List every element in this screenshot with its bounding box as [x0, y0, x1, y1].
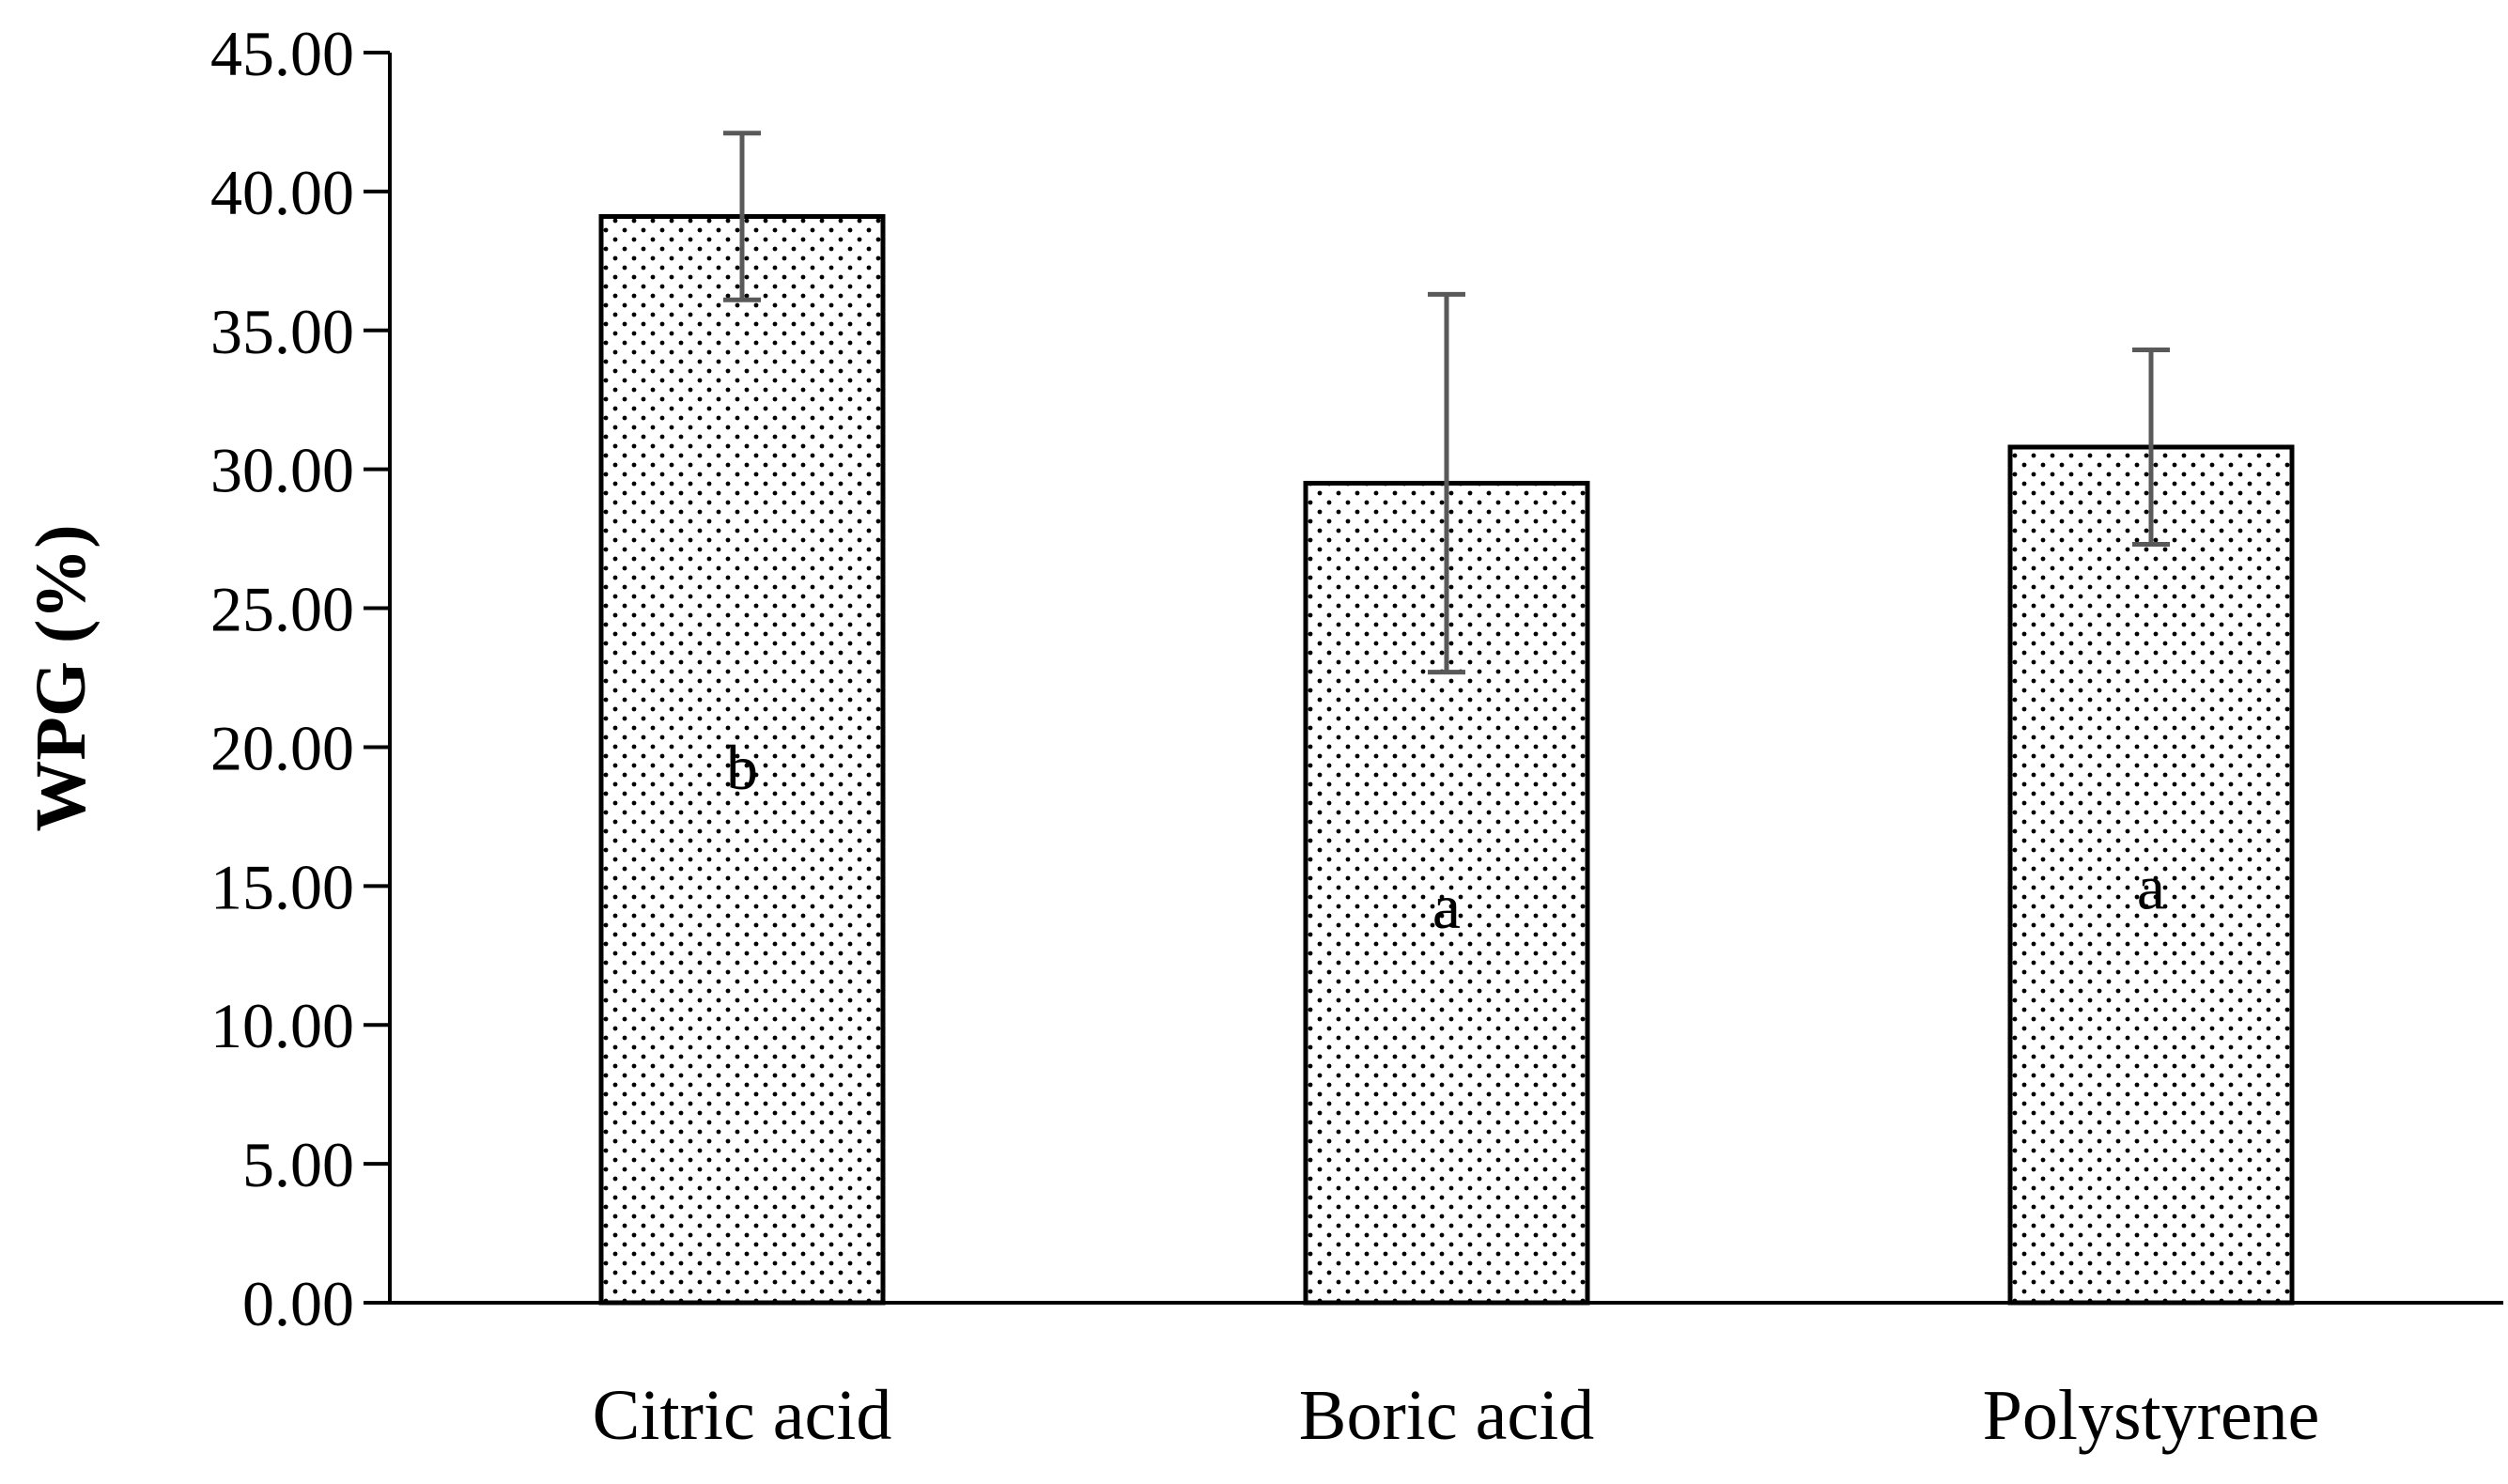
significance-letter: b	[726, 732, 758, 803]
y-tick-label: 15.00	[210, 851, 354, 922]
y-tick-label: 10.00	[210, 990, 354, 1061]
significance-letter: a	[1432, 871, 1461, 942]
significance-letter: a	[2137, 851, 2165, 922]
significance-letters: b a a	[726, 732, 2165, 942]
y-tick-label: 20.00	[210, 712, 354, 783]
x-tick-label: Boric acid	[1299, 1376, 1594, 1455]
y-axis-title: WPG (%)	[22, 524, 101, 831]
y-axis-ticks: 0.00 5.00 10.00 15.00 20.00 25.00 30.00 35.00 40…	[210, 18, 390, 1339]
y-tick-label: 0.00	[242, 1268, 354, 1339]
y-tick-label: 40.00	[210, 157, 354, 228]
y-tick-label: 5.00	[242, 1129, 354, 1200]
x-tick-label: Citric acid	[593, 1376, 892, 1455]
y-tick-label: 30.00	[210, 435, 354, 506]
y-tick-label: 25.00	[210, 574, 354, 645]
y-tick-label: 35.00	[210, 296, 354, 367]
x-tick-label: Polystyrene	[1983, 1376, 2320, 1455]
y-tick-label: 45.00	[210, 18, 354, 89]
x-axis-labels: Citric acid Boric acid Polystyrene	[593, 1376, 2320, 1455]
error-bars	[723, 131, 2170, 675]
